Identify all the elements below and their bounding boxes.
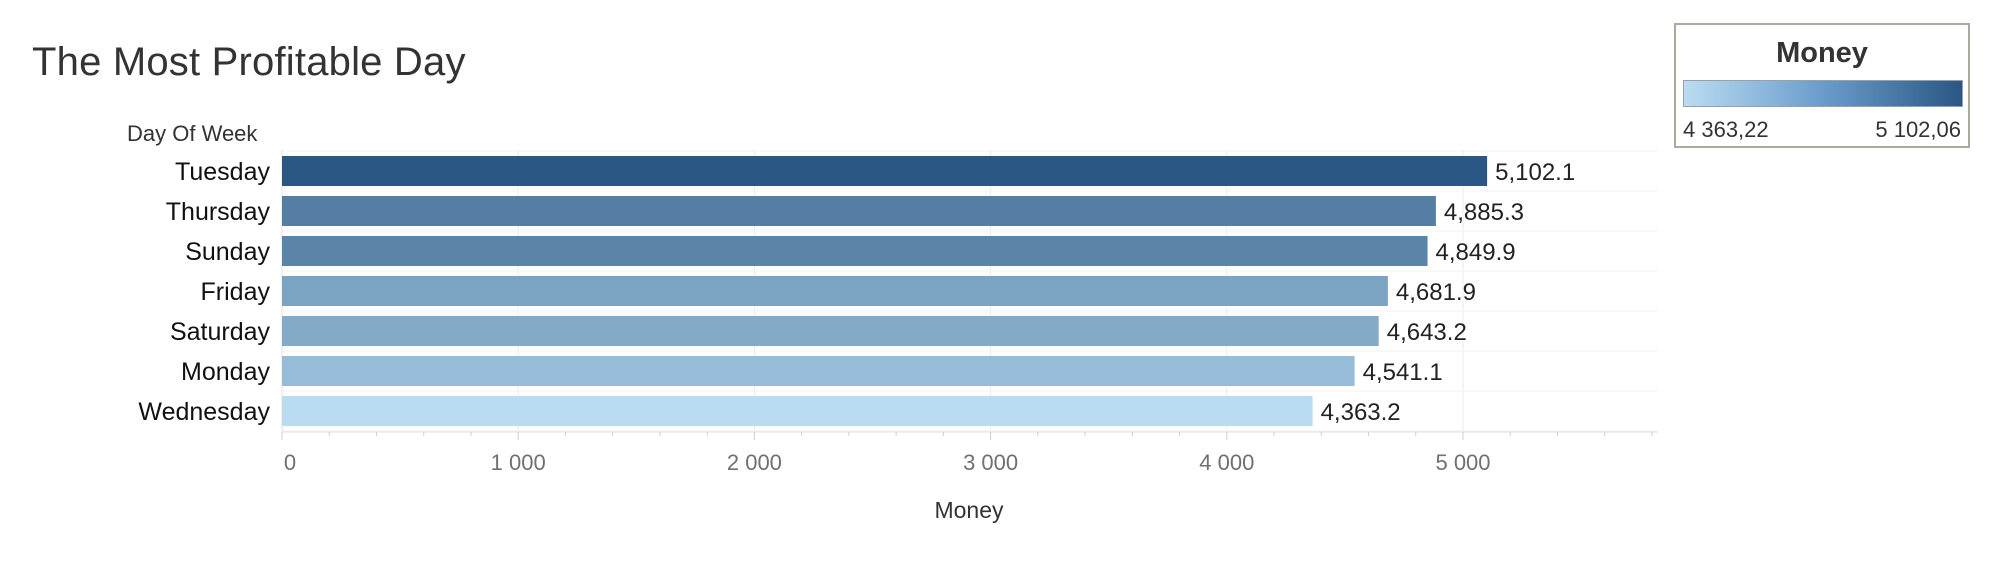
value-label: 4,681.9 — [1396, 279, 1476, 306]
color-legend: Money 4 363,22 5 102,06 — [1674, 23, 1970, 148]
x-tick-label: 4 000 — [1199, 450, 1254, 475]
value-label: 4,541.1 — [1363, 359, 1443, 386]
bar-sunday[interactable] — [282, 236, 1428, 266]
x-tick-label: 3 000 — [963, 450, 1018, 475]
value-label: 4,849.9 — [1436, 239, 1516, 266]
row-header: Day Of Week — [127, 121, 258, 146]
category-label: Sunday — [185, 238, 270, 266]
bar-friday[interactable] — [282, 276, 1388, 306]
category-label: Tuesday — [175, 158, 270, 186]
x-tick-label: 0 — [284, 450, 296, 475]
legend-color-ramp — [1683, 80, 1963, 107]
category-label: Thursday — [166, 198, 271, 226]
category-label: Friday — [201, 278, 271, 306]
bar-wednesday[interactable] — [282, 396, 1313, 426]
value-label: 4,643.2 — [1387, 319, 1467, 346]
bar-tuesday[interactable] — [282, 156, 1488, 186]
bar-thursday[interactable] — [282, 196, 1436, 226]
legend-max-label: 5 102,06 — [1875, 117, 1961, 142]
x-tick-label: 1 000 — [491, 450, 546, 475]
bar-saturday[interactable] — [282, 316, 1379, 346]
x-tick-label: 5 000 — [1435, 450, 1490, 475]
x-axis-title: Money — [934, 497, 1004, 523]
legend-title: Money — [1776, 37, 1868, 69]
value-label: 4,363.2 — [1321, 399, 1401, 426]
category-label: Saturday — [170, 318, 271, 346]
chart-title: The Most Profitable Day — [32, 40, 466, 84]
category-label: Monday — [181, 358, 270, 386]
value-label: 4,885.3 — [1444, 199, 1524, 226]
x-tick-label: 2 000 — [727, 450, 782, 475]
category-label: Wednesday — [138, 398, 270, 426]
bar-monday[interactable] — [282, 356, 1355, 386]
legend-min-label: 4 363,22 — [1683, 117, 1769, 142]
value-label: 5,102.1 — [1495, 159, 1575, 186]
